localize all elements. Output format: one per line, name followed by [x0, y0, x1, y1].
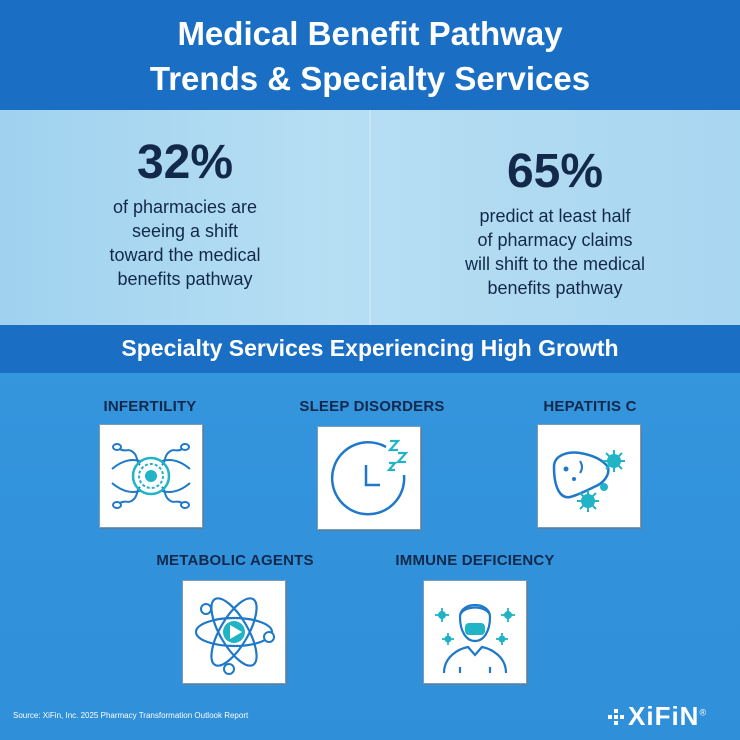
service-infertility: INFERTILITY [70, 398, 230, 533]
stat-value: 32% [136, 136, 234, 189]
service-label: HEPATITIS C [543, 398, 637, 415]
stat-right: 65% predict at least half of pharmacy cl… [430, 146, 680, 300]
stat-desc-line: seeing a shift [131, 221, 239, 241]
atom-icon [194, 597, 275, 675]
service-icon-box [182, 580, 286, 684]
service-label: SLEEP DISORDERS [299, 398, 445, 415]
stats-divider [369, 110, 371, 325]
xifin-logo: XiFiN® [608, 701, 733, 731]
service-hepatitis-c: HEPATITIS C [510, 398, 670, 533]
logo-mark-icon [608, 707, 628, 727]
stat-desc-line: of pharmacy claims [477, 230, 633, 250]
sperm-egg-icon [111, 443, 191, 509]
service-sleep-disorders: SLEEP DISORDERS [292, 398, 452, 533]
stat-desc-line: benefits pathway [487, 278, 623, 298]
liver-virus-icon [552, 450, 625, 512]
stats-band: 32% of pharmacies are seeing a shift tow… [0, 110, 740, 325]
service-metabolic-agents: METABOLIC AGENTS [150, 552, 320, 690]
stat-description: predict at least half of pharmacy claims… [430, 204, 680, 300]
page-title-line-2: Trends & Specialty Services [149, 60, 591, 97]
service-label: INFERTILITY [103, 398, 197, 415]
service-icon-box [537, 424, 641, 528]
clock-zzz-icon [330, 439, 409, 516]
stat-desc-line: benefits pathway [117, 269, 253, 289]
stat-desc-line: toward the medical [109, 245, 261, 265]
service-icon-box [423, 580, 527, 684]
stat-desc-line: will shift to the medical [464, 254, 646, 274]
stat-description: of pharmacies are seeing a shift toward … [70, 195, 300, 291]
service-icon-box [99, 424, 203, 528]
stat-left: 32% of pharmacies are seeing a shift tow… [70, 137, 300, 291]
masked-person-icon [435, 603, 515, 674]
stat-desc-line: predict at least half [479, 206, 631, 226]
service-label: METABOLIC AGENTS [156, 552, 314, 569]
stat-desc-line: of pharmacies are [112, 197, 258, 217]
service-immune-deficiency: IMMUNE DEFICIENCY [385, 552, 565, 690]
service-label: IMMUNE DEFICIENCY [395, 552, 555, 569]
section-title: Specialty Services Experiencing High Gro… [121, 335, 619, 361]
header-banner: Medical Benefit Pathway Trends & Special… [0, 0, 740, 110]
page-title-line-1: Medical Benefit Pathway [177, 15, 563, 52]
stat-value: 65% [506, 145, 604, 198]
service-icon-box [317, 426, 421, 530]
logo-wordmark: XiFiN® [628, 701, 708, 731]
section-header: Specialty Services Experiencing High Gro… [0, 325, 740, 373]
source-citation: Source: XiFin, Inc. 2025 Pharmacy Transf… [13, 711, 249, 720]
